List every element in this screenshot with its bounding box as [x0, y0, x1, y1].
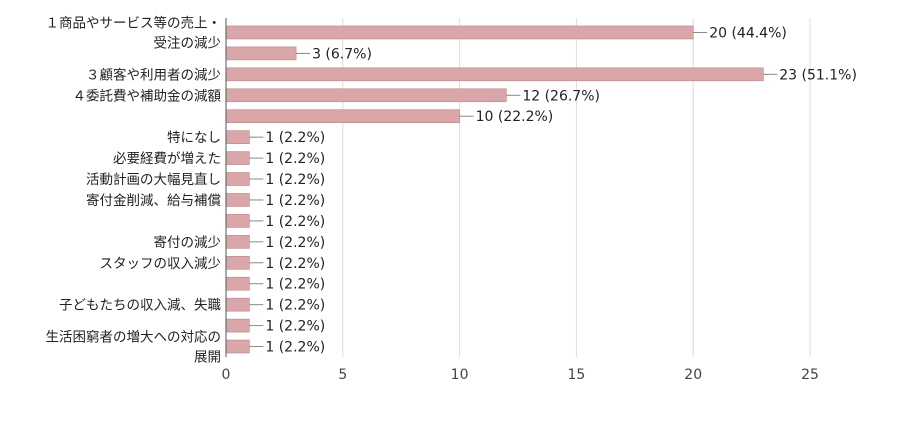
data-label: 1 (2.2%)	[265, 130, 325, 146]
bar	[225, 25, 694, 40]
category-label: ３顧客や利用者の減少	[86, 66, 221, 83]
data-label: 1 (2.2%)	[265, 193, 325, 209]
category-label: 特になし	[167, 130, 221, 146]
bars	[225, 25, 764, 354]
bar	[225, 130, 250, 144]
data-label: 1 (2.2%)	[265, 214, 325, 230]
category-label: 子どもたちの収入減、失職	[59, 297, 221, 314]
bar	[225, 255, 250, 270]
category-label: 必要経費が増えた	[113, 151, 221, 167]
data-label: 3 (6.7%)	[312, 46, 372, 62]
bar	[225, 297, 250, 312]
data-label: 23 (51.1%)	[779, 67, 857, 83]
data-label: 1 (2.2%)	[265, 277, 325, 293]
bar	[225, 214, 250, 228]
category-labels: １商品やサービス等の売上・受注の減少 ３顧客や利用者の減少 ４委託費や補助金の減額特…	[46, 14, 222, 365]
data-label: 1 (2.2%)	[265, 319, 325, 335]
bar	[225, 318, 250, 333]
category-label: 生活困窮者の増大への対応の	[46, 330, 222, 346]
data-label: 1 (2.2%)	[265, 172, 325, 188]
category-label: 受注の減少	[154, 34, 222, 51]
data-label: 20 (44.4%)	[709, 25, 787, 41]
bar	[225, 46, 297, 61]
bar	[225, 67, 764, 82]
x-tick-label: 0	[222, 367, 231, 383]
x-tick-label: 20	[684, 367, 702, 383]
data-label: 1 (2.2%)	[265, 256, 325, 272]
x-tick-label: 5	[338, 367, 347, 383]
x-tick-label: 10	[451, 367, 469, 383]
category-label: 寄付の減少	[154, 234, 222, 251]
category-label: 寄付金削減、給与補償	[86, 192, 221, 209]
data-label: 1 (2.2%)	[265, 298, 325, 314]
bar	[225, 235, 250, 249]
data-label: 1 (2.2%)	[265, 340, 325, 356]
bar	[225, 339, 250, 354]
data-labels: 20 (44.4%) 3 (6.7%) 23 (51.1%) 12 (26.7%) 10…	[249, 25, 857, 356]
category-label: 展開	[194, 350, 221, 366]
data-label: 12 (26.7%)	[522, 88, 600, 104]
x-tick-labels: 0 5 10 15 20 25	[222, 367, 819, 383]
bar	[225, 172, 250, 186]
category-label: スタッフの収入減少	[100, 255, 222, 272]
x-tick-label: 15	[567, 367, 585, 383]
bar	[225, 88, 507, 103]
category-label: ４委託費や補助金の減額	[73, 87, 222, 104]
category-label: 活動計画の大幅見直し	[86, 172, 221, 188]
bar	[225, 151, 250, 165]
data-label: 10 (22.2%)	[476, 109, 554, 125]
bar	[225, 109, 460, 124]
bar	[225, 276, 250, 291]
category-label: １商品やサービス等の売上・	[46, 14, 222, 31]
x-tick-label: 25	[801, 367, 819, 383]
data-label: 1 (2.2%)	[265, 235, 325, 251]
data-label: 1 (2.2%)	[265, 151, 325, 167]
bar	[225, 193, 250, 207]
